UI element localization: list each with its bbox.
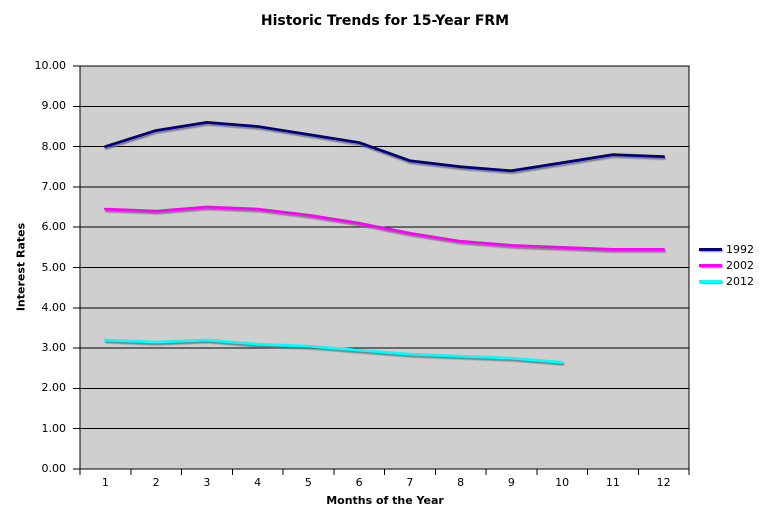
legend-label: 2012 bbox=[726, 275, 754, 288]
legend-swatch-2002 bbox=[699, 264, 722, 267]
legend-item-1992: 1992 bbox=[699, 243, 754, 256]
legend-item-2002: 2002 bbox=[699, 259, 754, 272]
y-tick-label: 7.00 bbox=[41, 179, 67, 193]
y-tick-label: 5.00 bbox=[41, 260, 67, 274]
series-line-2002 bbox=[104, 205, 665, 251]
x-tick-label: 10 bbox=[555, 476, 570, 489]
y-tick-label: 0.00 bbox=[41, 462, 67, 475]
y-tick-label: 4.00 bbox=[41, 300, 67, 314]
chart-title: Historic Trends for 15-Year FRM bbox=[260, 13, 510, 29]
legend: 1992 2002 2012 bbox=[699, 243, 754, 288]
x-tick-label: 7 bbox=[406, 476, 414, 489]
y-tick-label: 2.00 bbox=[41, 381, 67, 395]
y-axis-title: Interest Rates bbox=[14, 222, 28, 312]
legend-label: 1992 bbox=[726, 243, 754, 256]
y-tick-label: 1.00 bbox=[41, 421, 67, 435]
x-tick-label: 9 bbox=[507, 476, 515, 489]
x-tick-label: 3 bbox=[203, 476, 211, 489]
y-tick-label: 8.00 bbox=[41, 139, 67, 153]
legend-swatch-1992 bbox=[699, 248, 722, 251]
legend-item-2012: 2012 bbox=[699, 275, 754, 288]
x-tick-label: 8 bbox=[457, 476, 465, 489]
y-tick-label: 6.00 bbox=[41, 220, 67, 234]
x-tick-label: 12 bbox=[656, 476, 671, 489]
x-tick-label: 4 bbox=[254, 476, 262, 489]
y-tick-label: 10.00 bbox=[34, 59, 67, 72]
legend-swatch-2012 bbox=[699, 280, 722, 283]
x-axis-title: Months of the Year bbox=[326, 494, 444, 507]
x-tick-label: 6 bbox=[355, 476, 363, 489]
y-tick-label: 3.00 bbox=[41, 341, 67, 355]
x-tick-label: 5 bbox=[304, 476, 312, 489]
legend-label: 2002 bbox=[726, 259, 754, 272]
x-tick-label: 11 bbox=[605, 476, 620, 489]
x-tick-label: 2 bbox=[152, 476, 160, 489]
series-line-1992 bbox=[104, 121, 665, 173]
x-tick-label: 1 bbox=[101, 476, 109, 489]
y-tick-label: 9.00 bbox=[41, 99, 67, 113]
series-line-2012 bbox=[104, 338, 564, 364]
